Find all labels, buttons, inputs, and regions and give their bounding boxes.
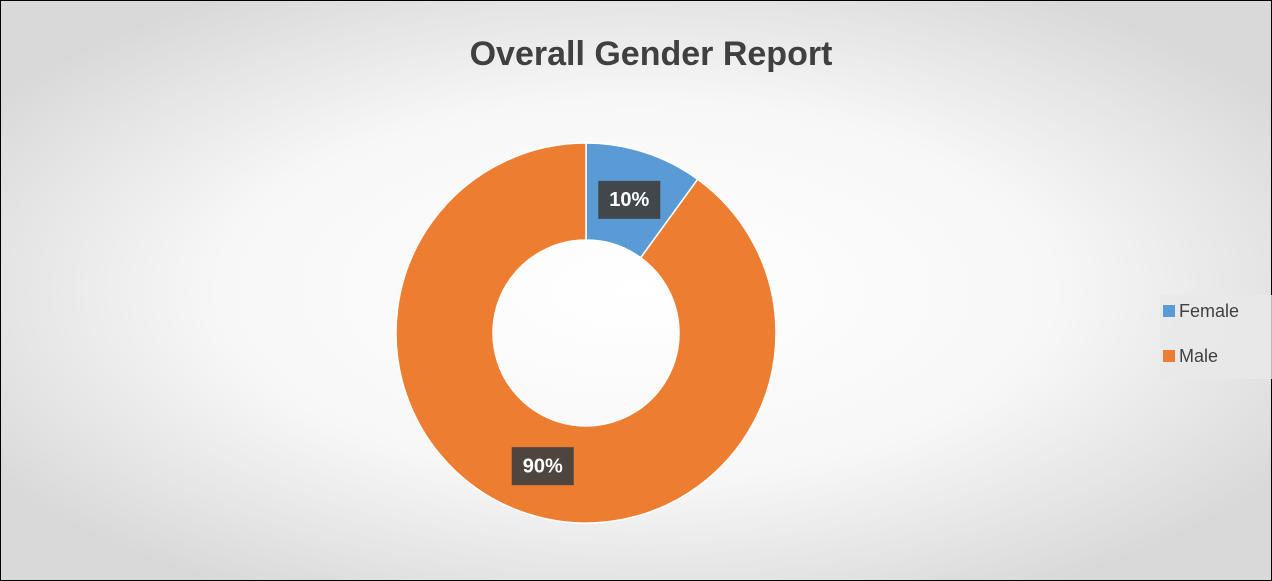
data-label-box <box>598 180 661 219</box>
chart-title: Overall Gender Report <box>470 35 833 73</box>
legend-swatch <box>1163 350 1175 362</box>
legend-label: Female <box>1179 301 1239 321</box>
data-label: 10% <box>609 189 649 211</box>
legend-label: Male <box>1179 346 1218 366</box>
data-label-box <box>511 447 574 486</box>
legend-swatch <box>1163 305 1175 317</box>
legend-box <box>1160 295 1272 379</box>
donut-slice <box>395 142 777 524</box>
data-label: 90% <box>523 455 563 477</box>
